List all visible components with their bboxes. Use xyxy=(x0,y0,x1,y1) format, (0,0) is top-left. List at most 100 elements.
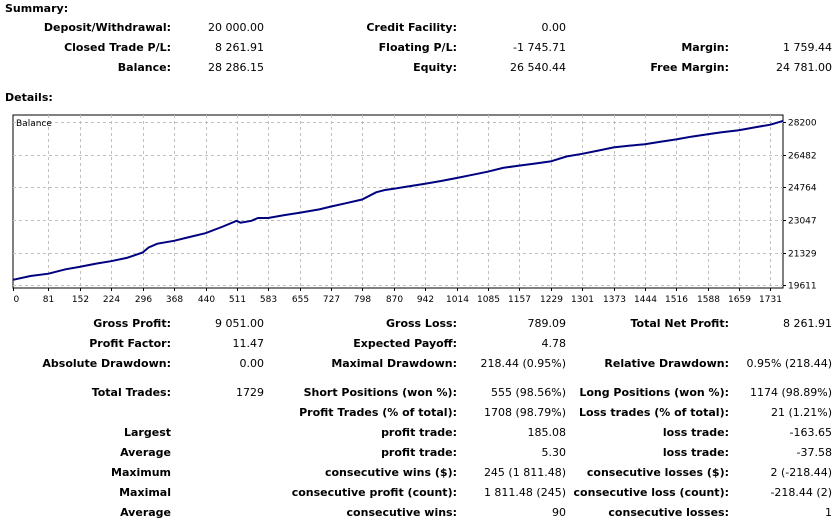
details-label: Absolute Drawdown: xyxy=(42,357,171,370)
y-tick-label: 26482 xyxy=(788,152,817,162)
summary-label: Closed Trade P/L: xyxy=(64,41,171,54)
summary-label: Free Margin: xyxy=(650,61,729,74)
details-label: consecutive loss (count): xyxy=(573,486,729,499)
details-label: profit trade: xyxy=(381,446,457,459)
summary-label: Deposit/Withdrawal: xyxy=(43,21,171,34)
details-value: 0.95% (218.44) xyxy=(746,357,832,370)
details-value: 185.08 xyxy=(527,426,567,439)
x-tick-label: 81 xyxy=(43,295,54,305)
y-tick-label: 21329 xyxy=(788,250,817,260)
x-tick-label: 1373 xyxy=(603,295,626,305)
x-tick-label: 1301 xyxy=(571,295,594,305)
details-label: consecutive profit (count): xyxy=(291,486,457,499)
x-tick-label: 1229 xyxy=(540,295,563,305)
details-label: Expected Payoff: xyxy=(353,337,457,350)
details-label: consecutive wins: xyxy=(346,506,457,519)
x-tick-label: 152 xyxy=(72,295,89,305)
x-tick-label: 1588 xyxy=(697,295,720,305)
details-label: Total Trades: xyxy=(91,386,171,399)
details-label: Average xyxy=(120,506,171,519)
x-tick-label: 798 xyxy=(354,295,371,305)
summary-value: -1 745.71 xyxy=(513,41,566,54)
y-tick-label: 23047 xyxy=(788,217,817,227)
details-value: 1708 (98.79%) xyxy=(483,406,566,419)
details-value: 2 (-218.44) xyxy=(770,466,832,479)
details-value: 9 051.00 xyxy=(215,317,264,330)
summary-value: 20 000.00 xyxy=(208,21,264,34)
chart-area: Details: 0 81 152 224 296 368 440 511 583 655 727 7… xyxy=(0,91,840,308)
summary-label: Credit Facility: xyxy=(366,21,457,34)
summary-label: Equity: xyxy=(413,61,457,74)
summary-value: 26 540.44 xyxy=(510,61,566,74)
details-label: Loss trades (% of total): xyxy=(578,406,729,419)
details-value: 11.47 xyxy=(232,337,265,350)
details-label: Relative Drawdown: xyxy=(604,357,729,370)
summary-value: 24 781.00 xyxy=(776,61,832,74)
details-label: Gross Profit: xyxy=(93,317,171,330)
details-label: Total Net Profit: xyxy=(630,317,730,330)
details-label: Long Positions (won %): xyxy=(579,386,729,399)
x-tick-label: 296 xyxy=(135,295,152,305)
details-value: 1 811.48 (245) xyxy=(483,486,566,499)
details-value: 8 261.91 xyxy=(783,317,832,330)
summary-label: Margin: xyxy=(681,41,729,54)
details-value: 218.44 (0.95%) xyxy=(480,357,566,370)
details-value: 21 (1.21%) xyxy=(770,406,832,419)
x-tick-label: 1014 xyxy=(446,295,469,305)
details-label: Average xyxy=(120,446,171,459)
y-tick-label: 19611 xyxy=(788,282,817,292)
x-tick-label: 1731 xyxy=(759,295,782,305)
x-tick-label: 1085 xyxy=(477,295,500,305)
x-tick-label: 0 xyxy=(14,295,20,305)
details-value: 1174 (98.89%) xyxy=(749,386,832,399)
details-value: -163.65 xyxy=(789,426,832,439)
details-value: 555 (98.56%) xyxy=(490,386,566,399)
details-label: consecutive wins ($): xyxy=(324,466,457,479)
x-tick-label: 870 xyxy=(386,295,403,305)
plot-frame xyxy=(12,114,784,289)
details-label: profit trade: xyxy=(381,426,457,439)
x-tick-label: 224 xyxy=(103,295,120,305)
x-tick-label: 1444 xyxy=(634,295,657,305)
balance-series-line xyxy=(12,119,784,281)
details-label: Short Positions (won %): xyxy=(303,386,457,399)
details-value: 5.30 xyxy=(541,446,567,459)
details-label: Gross Loss: xyxy=(386,317,457,330)
details-label: loss trade: xyxy=(662,446,729,459)
details-label: loss trade: xyxy=(662,426,729,439)
details-label: Profit Factor: xyxy=(89,337,171,350)
chart-title: Balance xyxy=(16,119,52,129)
details-label: consecutive losses ($): xyxy=(586,466,729,479)
details-value: 0.00 xyxy=(239,357,265,370)
x-tick-label: 942 xyxy=(417,295,434,305)
details-label: Maximum xyxy=(111,466,171,479)
details-value: 789.09 xyxy=(527,317,567,330)
x-tick-label: 583 xyxy=(260,295,277,305)
x-tick-label: 1157 xyxy=(508,295,531,305)
y-tick-label: 28200 xyxy=(788,119,817,129)
summary-label: Floating P/L: xyxy=(378,41,457,54)
details-value: -37.58 xyxy=(796,446,832,459)
details-label: Largest xyxy=(124,426,171,439)
x-tick-label: 727 xyxy=(323,295,340,305)
summary-value: 8 261.91 xyxy=(215,41,264,54)
details-header: Details: xyxy=(5,91,53,104)
y-tick-label: 24764 xyxy=(788,184,817,194)
details-value: -218.44 (2) xyxy=(770,486,832,499)
x-tick-label: 1516 xyxy=(665,295,688,305)
details-value: 90 xyxy=(552,506,566,519)
details-value: 4.78 xyxy=(541,337,567,350)
x-tick-label: 1659 xyxy=(728,295,751,305)
summary-label: Balance: xyxy=(117,61,171,74)
summary-value: 28 286.15 xyxy=(208,61,264,74)
details-label: consecutive losses: xyxy=(608,506,729,519)
details-label: Profit Trades (% of total): xyxy=(299,406,457,419)
summary-header: Summary: xyxy=(5,2,69,15)
x-tick-label: 440 xyxy=(198,295,215,305)
details-value: 1 xyxy=(825,506,832,519)
x-tick-label: 511 xyxy=(229,295,246,305)
balance-chart: 0 81 152 224 296 368 440 511 583 655 727 798 870 942 1… xyxy=(12,114,817,305)
details-label: Maximal Drawdown: xyxy=(331,357,457,370)
details-label: Maximal xyxy=(119,486,171,499)
x-tick-label: 655 xyxy=(292,295,309,305)
